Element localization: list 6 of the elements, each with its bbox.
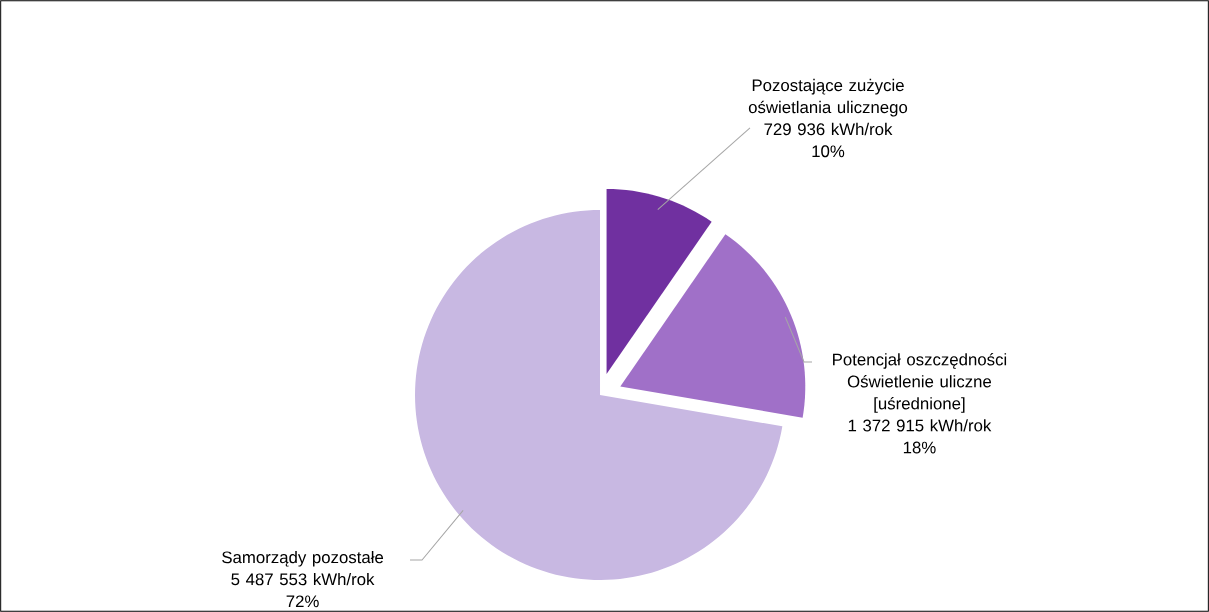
slice-label: Samorządy pozostałe <box>222 550 384 567</box>
slice-label: Potencjał oszczędności Oświetlenie uliczne [uśrednione] <box>833 352 1007 413</box>
data-label: 5 487 553 kWh/rok 72% <box>231 572 375 608</box>
slice-label: Pozostające zużycie oświetlania ulicznego <box>748 78 908 117</box>
data-label: 1 372 915 kWh/rok 18% <box>848 419 992 454</box>
data-label: 729 936 kWh/rok 10% <box>764 122 893 158</box>
